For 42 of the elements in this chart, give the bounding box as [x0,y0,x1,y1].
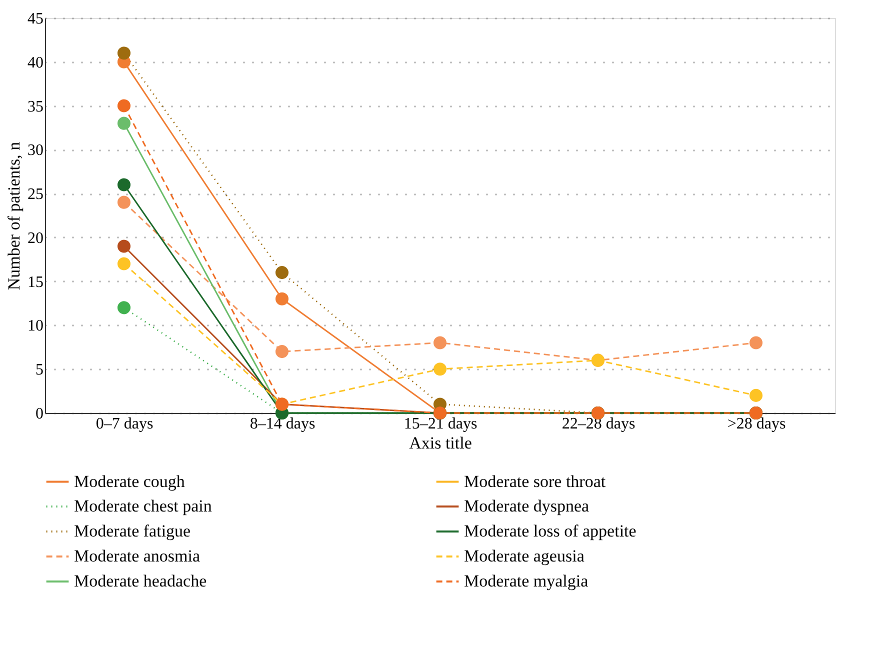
legend-label: Moderate loss of appetite [464,522,636,540]
point [749,336,763,350]
y-tick-label: 40 [28,54,44,72]
x-tick-label: 15–21 days [404,416,478,432]
y-tick-label: 5 [36,362,44,379]
y-tick-label: 30 [28,142,44,160]
legend-label: Moderate cough [74,472,186,491]
point [117,116,131,130]
point [117,99,131,112]
y-tick-label: 35 [28,98,44,116]
y-tick-label: 10 [28,318,44,335]
legend-label: Moderate myalgia [464,572,589,590]
legend-label: Moderate chest pain [74,496,212,516]
x-tick-label: 8–14 days [250,416,316,432]
point [117,178,131,192]
y-tick-label: 15 [28,274,44,291]
point [117,301,131,314]
x-axis-title: Axis title [409,434,472,452]
point [117,240,131,253]
point [117,196,131,209]
x-tick-label: >28 days [727,416,786,432]
point [749,388,763,402]
legend-label: Moderate ageusia [464,546,585,566]
y-tick-label: 20 [28,230,44,247]
x-tick-label: 0–7 days [96,416,154,432]
y-axis-title: Number of patients, n [4,141,24,290]
legend-label: Moderate sore throat [464,472,606,491]
point [433,336,447,350]
point [117,46,131,60]
x-tick-label: 22–28 days [562,416,636,432]
legend-label: Moderate headache [74,572,207,590]
legend-label: Moderate fatigue [74,522,191,540]
y-tick-label: 45 [28,10,44,28]
legend-label: Moderate dyspnea [464,496,590,516]
point [433,362,447,376]
legend-label: Moderate anosmia [74,546,200,566]
point [275,345,289,358]
point [275,266,289,280]
y-tick-label: 0 [36,406,44,422]
point [275,292,289,306]
point [117,257,131,270]
y-tick-label: 25 [28,186,44,204]
